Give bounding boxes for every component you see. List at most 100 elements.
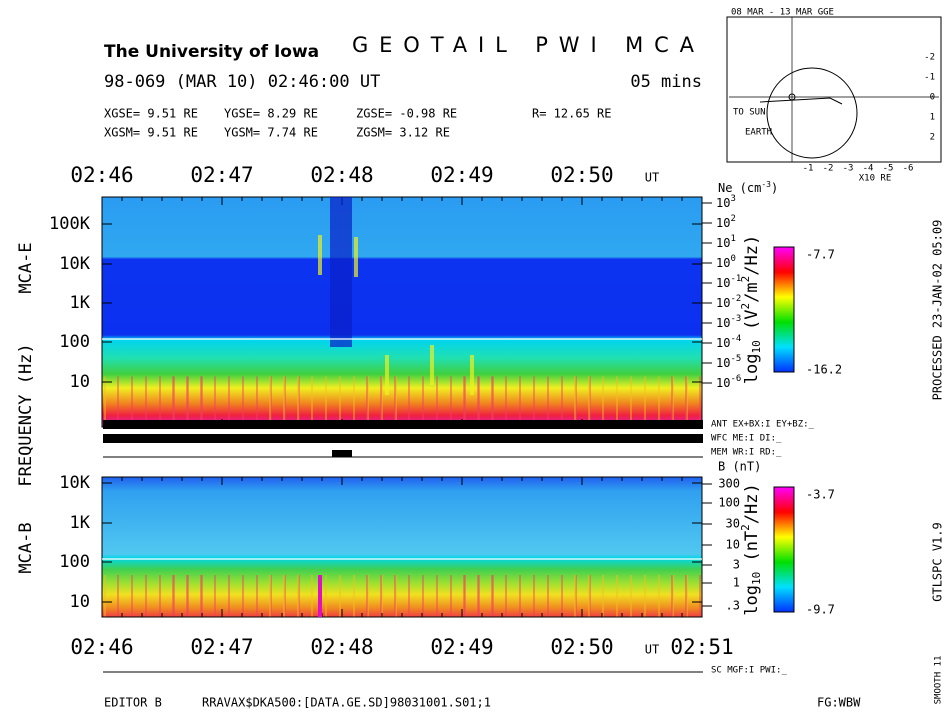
density-label: 10-5 bbox=[716, 354, 741, 370]
spectrogram-streak bbox=[658, 575, 660, 617]
spectrogram-streak bbox=[547, 575, 549, 617]
time-label-top: 02:49 bbox=[430, 163, 493, 187]
orbit-xtick: -1 bbox=[803, 164, 814, 174]
spectrogram-streak bbox=[686, 575, 688, 617]
field-label: 30 bbox=[726, 517, 740, 531]
orbit-title: 08 MAR - 13 MAR GGE bbox=[731, 8, 834, 18]
orbit-ytick: -2 bbox=[924, 53, 935, 63]
spike bbox=[430, 345, 434, 385]
orbit-ytick: 0 bbox=[930, 93, 935, 103]
spectrogram-streak bbox=[173, 376, 175, 427]
spectrogram-streak bbox=[588, 575, 590, 617]
spectrogram-streak bbox=[436, 376, 438, 427]
spike bbox=[470, 355, 474, 395]
colorbar-label-part: log bbox=[742, 585, 762, 616]
density-base: 10 bbox=[716, 376, 730, 390]
spectrogram-streak bbox=[630, 376, 632, 427]
spectrogram-streak bbox=[477, 376, 479, 427]
spectrogram-streak bbox=[602, 376, 604, 427]
spectrogram-streak bbox=[478, 376, 480, 427]
spectrogram-streak bbox=[131, 575, 133, 617]
spectrogram-streak bbox=[214, 376, 216, 427]
spectrogram-streak bbox=[381, 376, 383, 427]
spectrogram-streak bbox=[408, 376, 410, 427]
spectrogram-streak bbox=[574, 575, 576, 617]
orbit-frame bbox=[726, 16, 942, 163]
spectrogram-streak bbox=[186, 575, 188, 617]
spectrogram-streak bbox=[339, 376, 341, 427]
spectrogram-streak bbox=[672, 376, 674, 427]
density-label: 10-3 bbox=[716, 314, 741, 330]
spectrogram-streak bbox=[380, 376, 382, 427]
orbit-ytick: 1 bbox=[930, 113, 935, 123]
gsm-coord: XGSM= 9.51 RE bbox=[104, 126, 198, 140]
spectrogram-streak bbox=[561, 575, 563, 617]
spectrogram-streak bbox=[505, 575, 507, 617]
spectrogram-streak bbox=[172, 575, 174, 617]
spectrogram-streak bbox=[463, 575, 465, 617]
spectrogram-streak bbox=[685, 575, 687, 617]
spectrogram-streak bbox=[297, 575, 299, 617]
density-base: 10 bbox=[716, 216, 730, 230]
colorbar-max: -7.7 bbox=[806, 248, 835, 262]
field-label: 1 bbox=[733, 576, 740, 590]
density-title-part: Ne (cm bbox=[718, 181, 761, 195]
density-label: 10-6 bbox=[716, 374, 741, 390]
spectrogram-streak bbox=[366, 376, 368, 427]
spectrogram-streak bbox=[478, 575, 480, 617]
density-base: 10 bbox=[716, 296, 730, 310]
freq-label: 10 bbox=[70, 372, 90, 392]
density-exp: 3 bbox=[730, 194, 735, 204]
density-title-part: ) bbox=[771, 181, 778, 195]
spike bbox=[330, 197, 352, 347]
freq-label: 100 bbox=[59, 332, 90, 352]
density-title: Ne (cm-3) bbox=[718, 180, 778, 195]
spectrogram-streak bbox=[450, 376, 452, 427]
orbit-arrow bbox=[759, 97, 843, 105]
spectrogram-streak bbox=[574, 376, 576, 427]
spectrogram-streak bbox=[505, 376, 507, 427]
orbit-earth: EARTH bbox=[745, 128, 772, 138]
time-label-bottom: 02:48 bbox=[310, 635, 373, 659]
spectrogram-streak bbox=[298, 376, 300, 427]
spectrogram-streak bbox=[672, 575, 674, 617]
gse-coord: YGSE= 8.29 RE bbox=[224, 107, 318, 121]
density-base: 10 bbox=[716, 276, 730, 290]
spectrogram-streak bbox=[270, 376, 272, 427]
density-exp: -1 bbox=[730, 274, 741, 284]
density-exp: -3 bbox=[730, 314, 741, 324]
spectrogram-streak bbox=[187, 376, 189, 427]
freq-title: FREQUENCY (Hz) bbox=[16, 343, 36, 486]
spectrogram-streak bbox=[533, 575, 535, 617]
mem-block bbox=[332, 450, 352, 457]
spectrogram-streak bbox=[353, 575, 355, 617]
spectrogram-streak bbox=[616, 376, 618, 427]
gse-coord: ZGSE= -0.98 RE bbox=[356, 107, 457, 121]
density-base: 10 bbox=[716, 196, 730, 210]
duration: 05 mins bbox=[630, 72, 702, 92]
spectrogram-streak bbox=[686, 376, 688, 427]
spectrogram-streak bbox=[671, 376, 673, 427]
spectrogram-streak bbox=[187, 575, 189, 617]
spectrogram-streak bbox=[339, 575, 341, 617]
spectrogram-streak bbox=[104, 575, 106, 617]
spectrogram-streak bbox=[173, 575, 175, 617]
orbit-xtick: -5 bbox=[883, 164, 894, 174]
spectrogram-streak bbox=[422, 575, 424, 617]
spectrogram-streak bbox=[284, 376, 286, 427]
spectrogram-streak bbox=[269, 575, 271, 617]
density-label: 10-2 bbox=[716, 294, 741, 310]
spectrogram-streak bbox=[588, 376, 590, 427]
density-base: 10 bbox=[716, 356, 730, 370]
colorbar-label-part: 2 bbox=[739, 276, 752, 283]
processed: PROCESSED 23-JAN-02 05:09 bbox=[931, 220, 945, 401]
density-exp: -6 bbox=[730, 374, 741, 384]
spectrogram-streak bbox=[575, 376, 577, 427]
spectrogram-streak bbox=[201, 575, 203, 617]
spectrogram-streak bbox=[464, 575, 466, 617]
spectrogram-streak bbox=[477, 575, 479, 617]
spike bbox=[318, 575, 322, 617]
time-label-bottom: 02:50 bbox=[550, 635, 613, 659]
freq-label: 1K bbox=[70, 293, 91, 313]
spectrogram-streak bbox=[298, 575, 300, 617]
